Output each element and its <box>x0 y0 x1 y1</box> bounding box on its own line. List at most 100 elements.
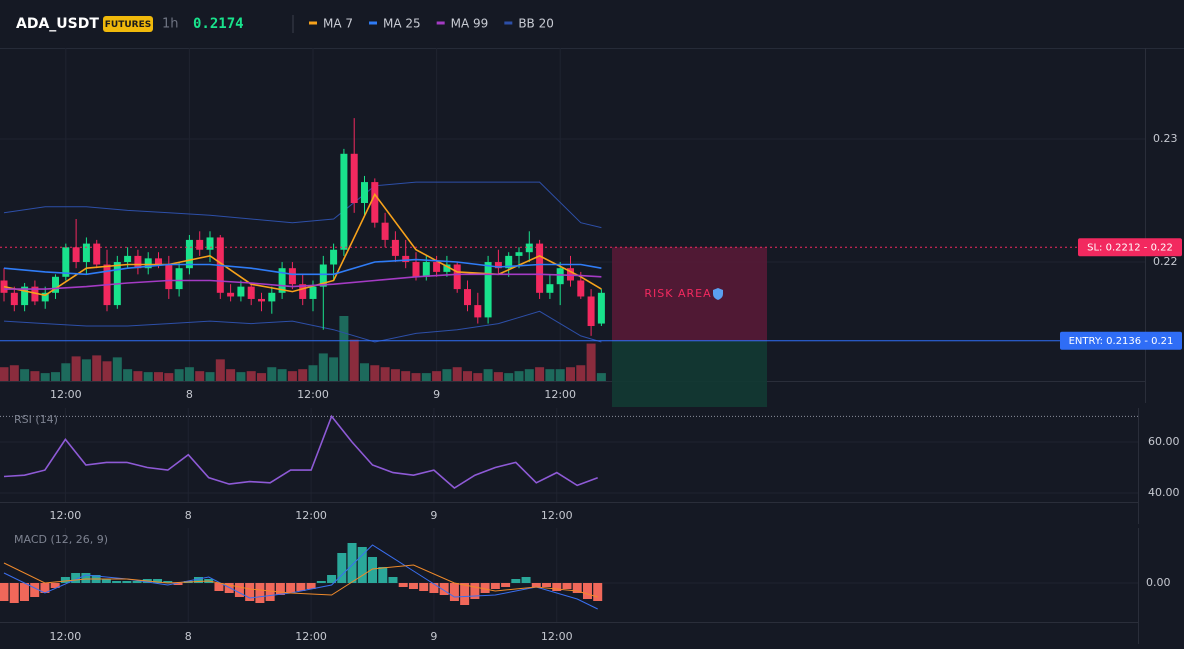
candle-body <box>21 286 29 306</box>
histogram-bar <box>81 573 91 583</box>
candle-body <box>319 264 327 287</box>
entry-label: ENTRY: 0.2136 - 0.21 <box>1069 336 1174 347</box>
candle-body <box>247 286 255 299</box>
candle-body <box>505 255 513 269</box>
histogram-bar <box>193 577 203 583</box>
legend-label: MA 7 <box>323 17 353 31</box>
candle-body <box>93 243 101 265</box>
histogram-bar <box>408 583 418 589</box>
histogram-bar <box>388 577 398 583</box>
histogram-bar <box>132 581 142 583</box>
volume-bar <box>411 373 421 381</box>
histogram-bar <box>316 581 326 583</box>
x-tick-label: 12:00 <box>50 630 82 643</box>
x-tick-label: 12:00 <box>541 630 573 643</box>
volume-bar <box>92 355 102 381</box>
volume-bar <box>257 373 267 381</box>
volume-bar <box>71 356 81 381</box>
volume-bar <box>0 367 9 381</box>
y-tick-label: 0.22 <box>1153 255 1178 268</box>
histogram-bar <box>398 583 408 587</box>
histogram-bar <box>255 583 265 603</box>
volume-bar <box>442 369 452 381</box>
stop-loss-label: SL: 0.2212 - 0.22 <box>1087 242 1173 253</box>
volume-bar <box>61 363 71 381</box>
histogram-bar <box>490 583 500 589</box>
volume-bar <box>164 373 174 381</box>
candle-body <box>597 292 605 324</box>
candle-body <box>62 247 70 277</box>
symbol: ADA_USDT <box>16 16 99 32</box>
candle-body <box>371 182 379 223</box>
volume-bar <box>545 369 555 381</box>
volume-bar <box>81 359 91 381</box>
volume-bar <box>535 367 545 381</box>
volume-bar <box>483 369 493 381</box>
x-tick-label: 12:00 <box>50 388 82 401</box>
candle-body <box>134 255 142 269</box>
histogram-bar <box>542 583 552 587</box>
candle-body <box>288 268 296 285</box>
histogram-bar <box>163 581 173 583</box>
ma-line <box>3 258 602 276</box>
candle-body <box>278 268 286 293</box>
volume-bar <box>30 371 40 381</box>
histogram-bar <box>9 583 19 603</box>
legend-label: MA 99 <box>451 17 489 31</box>
candle-body <box>433 262 441 272</box>
candle-body <box>155 258 163 265</box>
histogram-bar <box>419 583 429 591</box>
volume-bar <box>432 371 442 381</box>
histogram-bar <box>306 583 316 589</box>
y-tick-label: 0.00 <box>1146 576 1171 589</box>
volume-bar <box>493 372 503 381</box>
histogram-bar <box>572 583 582 593</box>
histogram-bar <box>593 583 603 601</box>
panel-title: MACD (12, 26, 9) <box>14 533 108 546</box>
histogram-bar <box>337 553 347 583</box>
candle-body <box>10 292 18 306</box>
candle-body <box>453 264 461 290</box>
volume-bar <box>452 367 462 381</box>
volume-bar <box>565 367 575 381</box>
candle-body <box>72 247 80 263</box>
candle-body <box>463 289 471 306</box>
macd-line <box>3 544 598 610</box>
x-tick-label: 9 <box>430 509 437 522</box>
volume-bar <box>133 371 143 381</box>
candle-body <box>206 237 214 250</box>
histogram-bar <box>582 583 592 599</box>
candle-body <box>391 239 399 256</box>
x-tick-label: 9 <box>433 388 440 401</box>
ma-line <box>4 273 602 290</box>
x-tick-label: 9 <box>430 630 437 643</box>
candle-body <box>525 243 533 253</box>
x-tick-label: 12:00 <box>50 509 82 522</box>
volume-bar <box>215 359 225 381</box>
candle-body <box>494 262 502 269</box>
reward-area <box>612 340 767 407</box>
volume-bar <box>514 371 524 381</box>
histogram-bar <box>60 577 70 583</box>
volume-bar <box>596 373 606 381</box>
x-tick-label: 8 <box>185 630 192 643</box>
volume-bar <box>9 365 19 381</box>
histogram-bar <box>71 573 81 583</box>
candle-body <box>165 264 173 290</box>
x-tick-label: 12:00 <box>541 509 573 522</box>
candle-body <box>566 268 574 281</box>
bb-upper <box>3 181 602 229</box>
histogram-bar <box>50 583 60 588</box>
candle-body <box>330 249 338 265</box>
volume-bar <box>524 369 534 381</box>
x-tick-label: 12:00 <box>544 388 576 401</box>
volume-bar <box>154 372 164 381</box>
legend-label: BB 20 <box>518 17 554 31</box>
histogram-bar <box>357 547 367 583</box>
histogram-bar <box>368 557 378 583</box>
histogram-bar <box>296 583 306 591</box>
candle-body <box>227 292 235 297</box>
y-tick-label: 0.23 <box>1153 132 1178 145</box>
y-tick-label: 60.00 <box>1148 435 1180 448</box>
